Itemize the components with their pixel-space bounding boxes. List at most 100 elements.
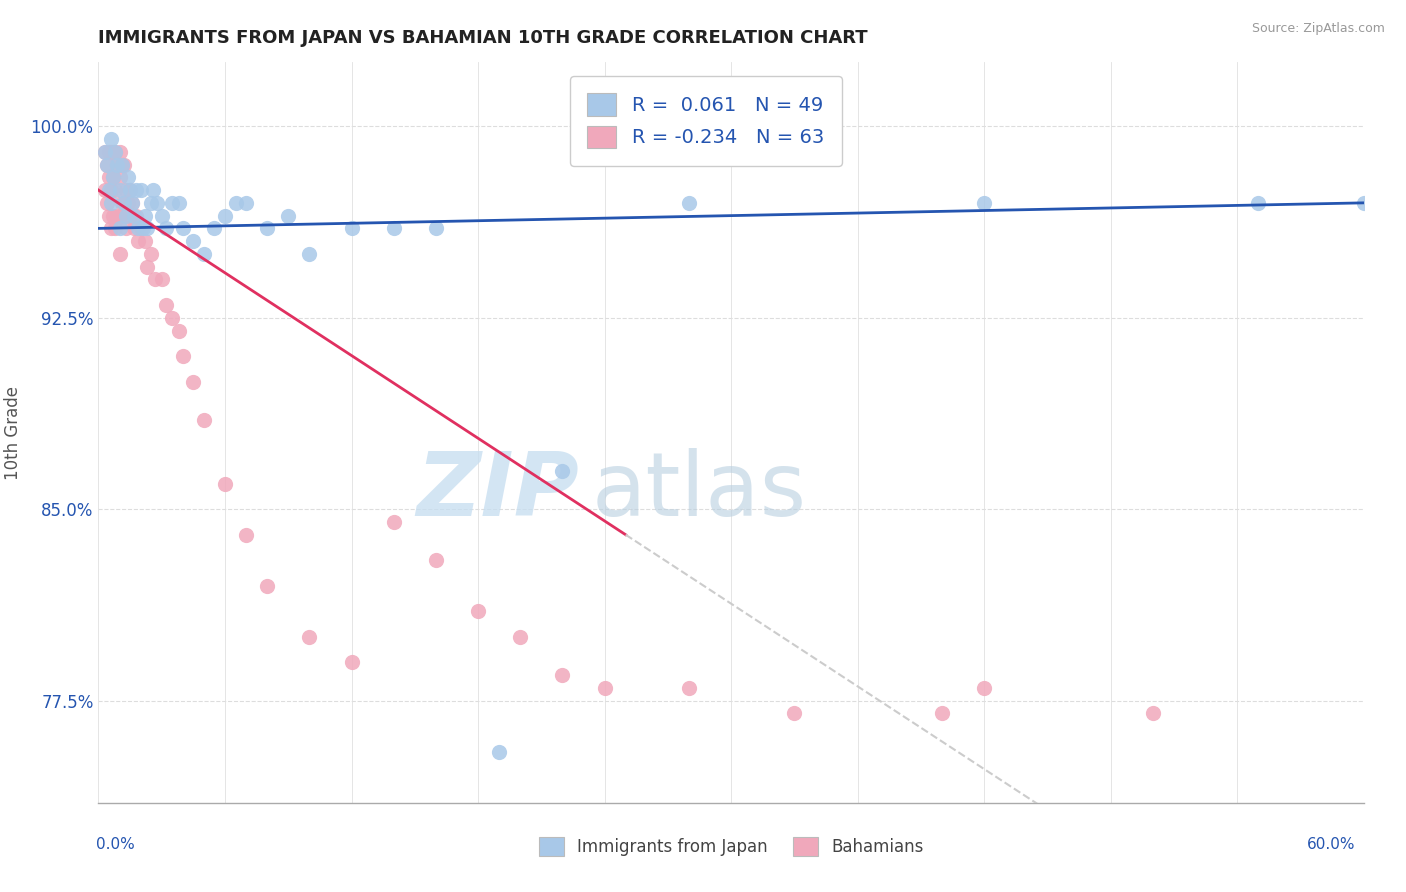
- Point: [96, 157, 118, 171]
- Point: [98, 145, 121, 159]
- Point: [103, 209, 125, 223]
- Point: [128, 221, 150, 235]
- Point: [678, 681, 700, 695]
- Point: [141, 247, 163, 261]
- Point: [100, 145, 122, 159]
- Point: [108, 209, 131, 223]
- Point: [120, 183, 141, 197]
- Text: 60.0%: 60.0%: [1308, 838, 1355, 852]
- Point: [235, 527, 257, 541]
- Point: [193, 247, 215, 261]
- Point: [124, 221, 146, 235]
- Legend: Immigrants from Japan, Bahamians: Immigrants from Japan, Bahamians: [530, 829, 932, 865]
- Point: [98, 209, 121, 223]
- Point: [107, 157, 129, 171]
- Point: [155, 298, 177, 312]
- Point: [93, 145, 117, 159]
- Point: [115, 183, 138, 197]
- Point: [108, 145, 131, 159]
- Point: [108, 170, 131, 185]
- Point: [172, 221, 194, 235]
- Point: [146, 195, 169, 210]
- Point: [107, 209, 129, 223]
- Point: [425, 221, 447, 235]
- Y-axis label: 10th Grade: 10th Grade: [4, 385, 22, 480]
- Point: [107, 157, 129, 171]
- Point: [121, 195, 143, 210]
- Point: [225, 195, 247, 210]
- Point: [340, 656, 363, 670]
- Point: [112, 195, 135, 210]
- Point: [382, 221, 405, 235]
- Point: [142, 183, 165, 197]
- Point: [103, 170, 125, 185]
- Point: [162, 195, 183, 210]
- Point: [145, 272, 166, 286]
- Point: [783, 706, 806, 721]
- Point: [96, 157, 118, 171]
- Point: [100, 221, 122, 235]
- Point: [183, 375, 205, 389]
- Point: [134, 234, 156, 248]
- Point: [167, 195, 190, 210]
- Point: [103, 170, 125, 185]
- Point: [467, 604, 489, 618]
- Point: [104, 221, 127, 235]
- Point: [121, 195, 143, 210]
- Point: [256, 221, 278, 235]
- Point: [214, 209, 236, 223]
- Point: [235, 195, 257, 210]
- Point: [150, 209, 173, 223]
- Point: [150, 272, 173, 286]
- Point: [111, 157, 132, 171]
- Text: IMMIGRANTS FROM JAPAN VS BAHAMIAN 10TH GRADE CORRELATION CHART: IMMIGRANTS FROM JAPAN VS BAHAMIAN 10TH G…: [98, 29, 868, 47]
- Point: [136, 260, 159, 274]
- Point: [256, 579, 278, 593]
- Point: [93, 145, 117, 159]
- Point: [488, 745, 510, 759]
- Point: [100, 132, 122, 146]
- Point: [111, 195, 132, 210]
- Text: atlas: atlas: [592, 449, 807, 535]
- Point: [277, 209, 299, 223]
- Point: [104, 145, 127, 159]
- Point: [112, 195, 135, 210]
- Point: [382, 515, 405, 529]
- Point: [93, 183, 117, 197]
- Point: [136, 221, 159, 235]
- Point: [204, 221, 226, 235]
- Point: [193, 413, 215, 427]
- Point: [134, 209, 156, 223]
- Point: [112, 157, 135, 171]
- Point: [115, 221, 138, 235]
- Point: [129, 221, 152, 235]
- Point: [298, 247, 321, 261]
- Point: [120, 183, 141, 197]
- Point: [1247, 195, 1270, 210]
- Point: [425, 553, 447, 567]
- Point: [125, 209, 148, 223]
- Point: [128, 234, 150, 248]
- Point: [162, 310, 183, 325]
- Point: [108, 183, 131, 197]
- Point: [1353, 195, 1375, 210]
- Point: [551, 668, 574, 682]
- Point: [98, 170, 121, 185]
- Point: [104, 183, 127, 197]
- Point: [931, 706, 953, 721]
- Point: [129, 183, 152, 197]
- Point: [678, 195, 700, 210]
- Point: [551, 464, 574, 478]
- Text: 0.0%: 0.0%: [96, 838, 135, 852]
- Point: [104, 145, 127, 159]
- Point: [98, 183, 121, 197]
- Point: [120, 209, 141, 223]
- Point: [155, 221, 177, 235]
- Point: [115, 209, 138, 223]
- Point: [509, 630, 531, 644]
- Point: [183, 234, 205, 248]
- Point: [108, 221, 131, 235]
- Point: [96, 195, 118, 210]
- Point: [108, 247, 131, 261]
- Point: [100, 195, 122, 210]
